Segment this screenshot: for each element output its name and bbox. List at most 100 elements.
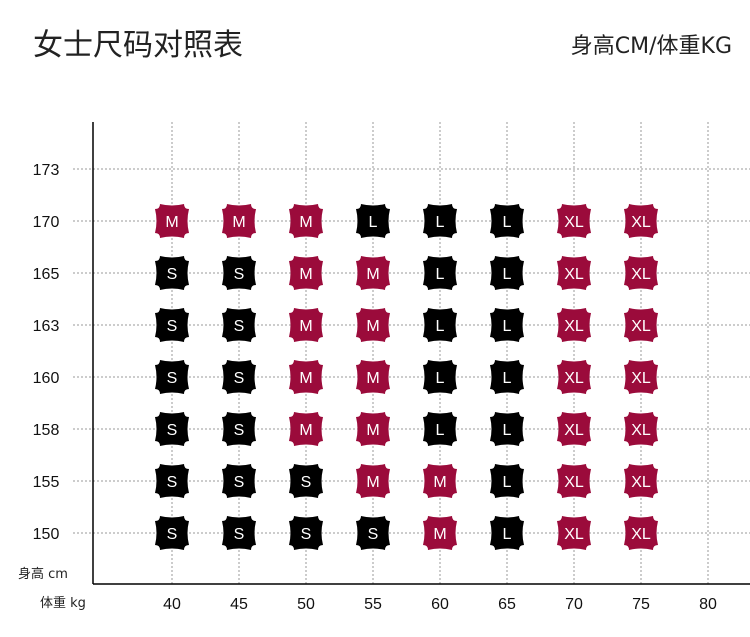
y-tick-label: 150 <box>33 526 60 543</box>
size-badge <box>356 308 390 342</box>
size-badge <box>423 204 457 238</box>
size-badge <box>222 464 256 498</box>
size-badge <box>155 360 189 394</box>
size-badge <box>222 308 256 342</box>
size-label: M <box>366 422 379 439</box>
size-badge <box>155 516 189 550</box>
size-label: S <box>234 370 245 387</box>
y-tick-label: 170 <box>33 214 60 231</box>
size-badge <box>289 516 323 550</box>
size-badge <box>624 308 658 342</box>
size-badge <box>624 204 658 238</box>
size-label: M <box>299 214 312 231</box>
y-tick-label: 155 <box>33 474 60 491</box>
size-label: L <box>503 422 512 439</box>
size-badge <box>557 516 591 550</box>
size-label: L <box>503 474 512 491</box>
size-badge <box>356 360 390 394</box>
x-tick-label: 40 <box>163 596 181 613</box>
size-label: L <box>436 214 445 231</box>
size-badge <box>356 516 390 550</box>
size-badge <box>423 464 457 498</box>
size-label: S <box>234 474 245 491</box>
size-badge <box>423 360 457 394</box>
size-label: M <box>299 266 312 283</box>
size-badge <box>490 412 524 446</box>
size-badge <box>356 204 390 238</box>
size-badge <box>490 204 524 238</box>
size-badge <box>624 412 658 446</box>
size-label: S <box>234 318 245 335</box>
size-badge <box>356 412 390 446</box>
size-label: S <box>301 474 312 491</box>
size-badge <box>289 464 323 498</box>
size-label: M <box>366 266 379 283</box>
size-label: S <box>167 370 178 387</box>
x-axis-label: 体重 kg <box>40 596 86 611</box>
size-label: XL <box>564 214 584 231</box>
x-tick-label: 65 <box>498 596 516 613</box>
y-tick-label: 163 <box>33 318 60 335</box>
size-badge <box>490 516 524 550</box>
size-badge <box>557 360 591 394</box>
size-label: XL <box>564 370 584 387</box>
size-badge <box>356 256 390 290</box>
size-badge <box>490 464 524 498</box>
y-tick-label: 158 <box>33 422 60 439</box>
size-label: XL <box>564 318 584 335</box>
size-label: L <box>436 318 445 335</box>
size-badge <box>222 360 256 394</box>
y-tick-label: 173 <box>33 162 60 179</box>
size-label: M <box>299 370 312 387</box>
size-badge <box>423 516 457 550</box>
size-label: L <box>503 318 512 335</box>
unit-label: 身高CM/体重KG <box>570 34 732 59</box>
size-label: M <box>366 370 379 387</box>
size-badge <box>490 256 524 290</box>
size-badge <box>289 360 323 394</box>
x-tick-label: 75 <box>632 596 650 613</box>
size-label: XL <box>631 214 651 231</box>
size-label: S <box>234 422 245 439</box>
size-badge <box>624 464 658 498</box>
size-label: XL <box>631 422 651 439</box>
size-badge <box>155 308 189 342</box>
size-label: L <box>503 526 512 543</box>
y-tick-label: 160 <box>33 370 60 387</box>
size-label: L <box>503 370 512 387</box>
size-badge <box>155 204 189 238</box>
size-label: XL <box>564 526 584 543</box>
y-tick-label: 165 <box>33 266 60 283</box>
size-label: XL <box>631 266 651 283</box>
size-badge <box>222 412 256 446</box>
size-label: XL <box>564 266 584 283</box>
size-badge <box>490 360 524 394</box>
size-label: S <box>234 526 245 543</box>
x-tick-label: 55 <box>364 596 382 613</box>
size-badge <box>423 308 457 342</box>
size-label: M <box>366 474 379 491</box>
size-label: S <box>167 318 178 335</box>
size-label: L <box>436 370 445 387</box>
size-badge <box>557 256 591 290</box>
size-badge <box>557 308 591 342</box>
size-label: S <box>234 266 245 283</box>
size-label: M <box>232 214 245 231</box>
x-tick-label: 60 <box>431 596 449 613</box>
size-label: L <box>503 266 512 283</box>
size-badge <box>289 256 323 290</box>
size-badge <box>155 412 189 446</box>
x-tick-label: 70 <box>565 596 583 613</box>
size-label: S <box>167 266 178 283</box>
size-badge <box>557 464 591 498</box>
size-badge <box>155 256 189 290</box>
size-label: L <box>369 214 378 231</box>
size-badge <box>289 308 323 342</box>
size-label: S <box>167 474 178 491</box>
size-badge <box>356 464 390 498</box>
size-label: M <box>165 214 178 231</box>
x-tick-label: 80 <box>699 596 717 613</box>
size-badge <box>423 256 457 290</box>
size-label: XL <box>564 422 584 439</box>
size-badge <box>222 516 256 550</box>
